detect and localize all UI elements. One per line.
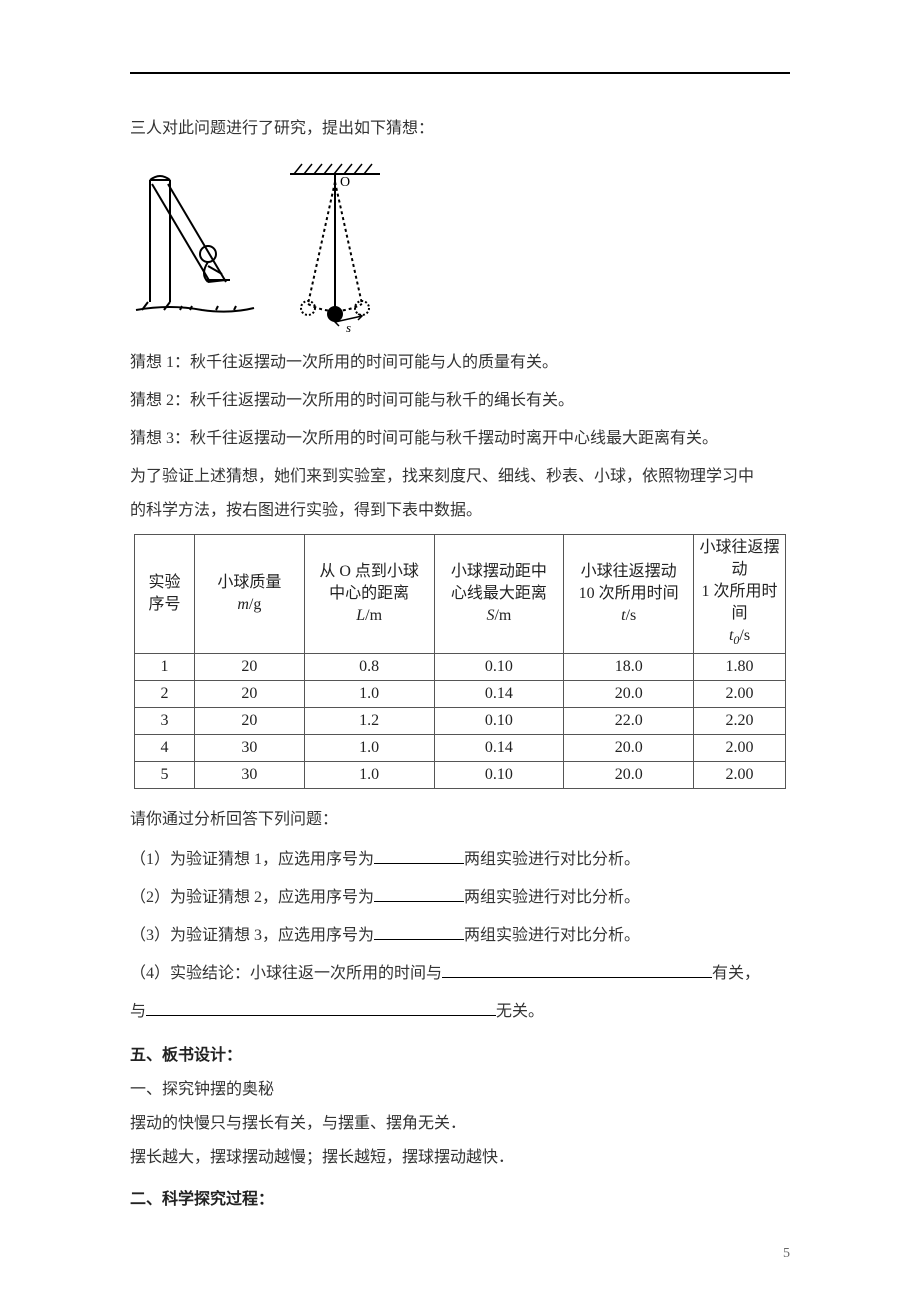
blank-q1[interactable] [374,849,464,864]
question-4: （4）实验结论：小球往返一次所用的时间与有关， [130,955,790,993]
setup-line-1: 为了验证上述猜想，她们来到实验室，找来刻度尺、细线、秒表、小球，依照物理学习中 [130,460,790,494]
content-area: 三人对此问题进行了研究，提出如下猜想： [130,112,790,1217]
blank-q3[interactable] [374,925,464,940]
question-2: （2）为验证猜想 2，应选用序号为两组实验进行对比分析。 [130,879,790,917]
setup-line-2: 的科学方法，按右图进行实验，得到下表中数据。 [130,494,790,528]
hdr-length: 从 O 点到小球中心的距离 L/m [304,535,434,654]
section-5-head: 五、板书设计： [130,1039,790,1073]
blank-q4[interactable] [442,963,712,978]
section-5-line-2: 摆动的快慢只与摆长有关，与摆重、摆角无关． [130,1107,790,1141]
analyze-prompt: 请你通过分析回答下列问题： [130,803,790,837]
hdr-amplitude: 小球摆动距中心线最大距离 S/m [434,535,564,654]
question-3: （3）为验证猜想 3，应选用序号为两组实验进行对比分析。 [130,917,790,955]
blank-q5[interactable] [146,1001,496,1016]
pivot-label: O [340,175,350,190]
hdr-time-10: 小球往返摆动10 次所用时间 t/s [564,535,694,654]
s-label: s [346,320,351,332]
pendulum-figure-icon: O [280,162,400,332]
blank-q2[interactable] [374,887,464,902]
top-rule [130,72,790,74]
page-number: 5 [783,1246,790,1262]
experiment-data-table: 实验序号 小球质量 m/g 从 O 点到小球中心的距离 L/m 小球摆动距中心线… [134,534,786,789]
hypothesis-3: 猜想 3：秋千往返摆动一次所用的时间可能与秋千摆动时离开中心线最大距离有关。 [130,422,790,456]
table-body: 1200.8 0.1018.01.80 2201.0 0.1420.02.00 … [135,654,786,789]
hdr-exp-no: 实验序号 [135,535,195,654]
section-5-line-1: 一、探究钟摆的奥秘 [130,1073,790,1107]
hdr-mass: 小球质量 m/g [194,535,304,654]
hypothesis-2: 猜想 2：秋千往返摆动一次所用的时间可能与秋千的绳长有关。 [130,384,790,418]
table-header-row: 实验序号 小球质量 m/g 从 O 点到小球中心的距离 L/m 小球摆动距中心线… [135,535,786,654]
table-row: 2201.0 0.1420.02.00 [135,681,786,708]
hdr-time-1: 小球往返摆动1 次所用时间 t0/s [694,535,786,654]
table-row: 1200.8 0.1018.01.80 [135,654,786,681]
section-5-line-3: 摆长越大，摆球摆动越慢；摆长越短，摆球摆动越快． [130,1141,790,1175]
swing-figure-icon [130,162,260,332]
table-row: 5301.0 0.1020.02.00 [135,762,786,789]
table-row: 3201.2 0.1022.02.20 [135,708,786,735]
intro-line: 三人对此问题进行了研究，提出如下猜想： [130,112,790,146]
figure-row: O [130,162,790,332]
question-5: 与无关。 [130,993,790,1031]
question-1: （1）为验证猜想 1，应选用序号为两组实验进行对比分析。 [130,841,790,879]
hypothesis-1: 猜想 1：秋千往返摆动一次所用的时间可能与人的质量有关。 [130,346,790,380]
section-5-line-4: 二、科学探究过程： [130,1183,790,1217]
table-row: 4301.0 0.1420.02.00 [135,735,786,762]
page: 三人对此问题进行了研究，提出如下猜想： [0,0,920,1302]
